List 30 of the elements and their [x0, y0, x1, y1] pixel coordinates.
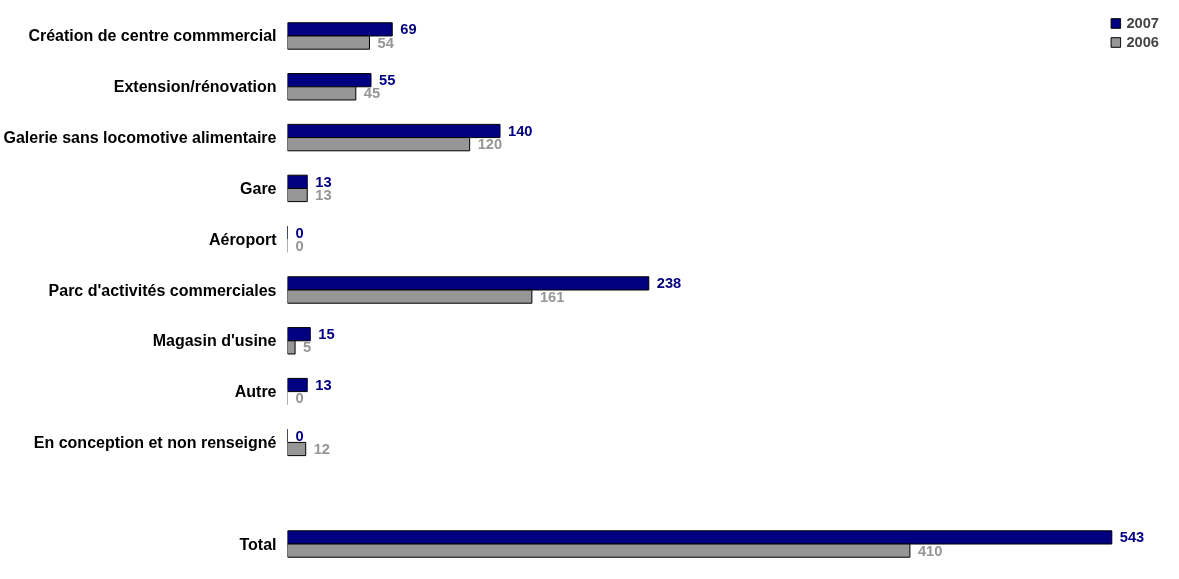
data-label: 410 — [917, 542, 943, 559]
legend-label: 2007 — [1126, 15, 1159, 31]
data-label: 13 — [315, 377, 332, 393]
data-label: 543 — [1119, 529, 1145, 546]
data-label: 5 — [303, 339, 312, 356]
data-label: 161 — [539, 288, 565, 305]
data-label: 0 — [295, 390, 304, 407]
y-tick-label: Parc d'activités commerciales — [48, 281, 277, 299]
y-tick-label: Création de centre commmercial — [28, 27, 277, 45]
data-label: 13 — [315, 187, 332, 203]
y-tick-label: Total — [239, 535, 277, 553]
data-label: 69 — [400, 21, 417, 38]
data-label: 140 — [508, 122, 533, 139]
y-tick-label: Autre — [234, 383, 277, 401]
data-label: 55 — [378, 72, 396, 89]
data-label: 12 — [313, 441, 331, 458]
data-label: 13 — [315, 173, 332, 190]
data-label: 45 — [363, 85, 381, 102]
data-label: 0 — [295, 427, 304, 444]
y-tick-label: Gare — [240, 179, 277, 197]
y-tick-label: Aéroport — [208, 230, 278, 248]
y-tick-label: En conception et non renseigné — [33, 433, 277, 451]
legend-label: 2006 — [1126, 34, 1159, 50]
data-label: 238 — [656, 275, 682, 292]
y-tick-label: Galerie sans locomotive alimentaire — [3, 129, 277, 147]
data-label: 120 — [477, 136, 503, 153]
y-tick-label: Extension/rénovation — [113, 78, 277, 96]
data-label: 54 — [377, 34, 395, 51]
data-label: 15 — [318, 326, 335, 343]
y-tick-label: Magasin d'usine — [152, 332, 277, 350]
